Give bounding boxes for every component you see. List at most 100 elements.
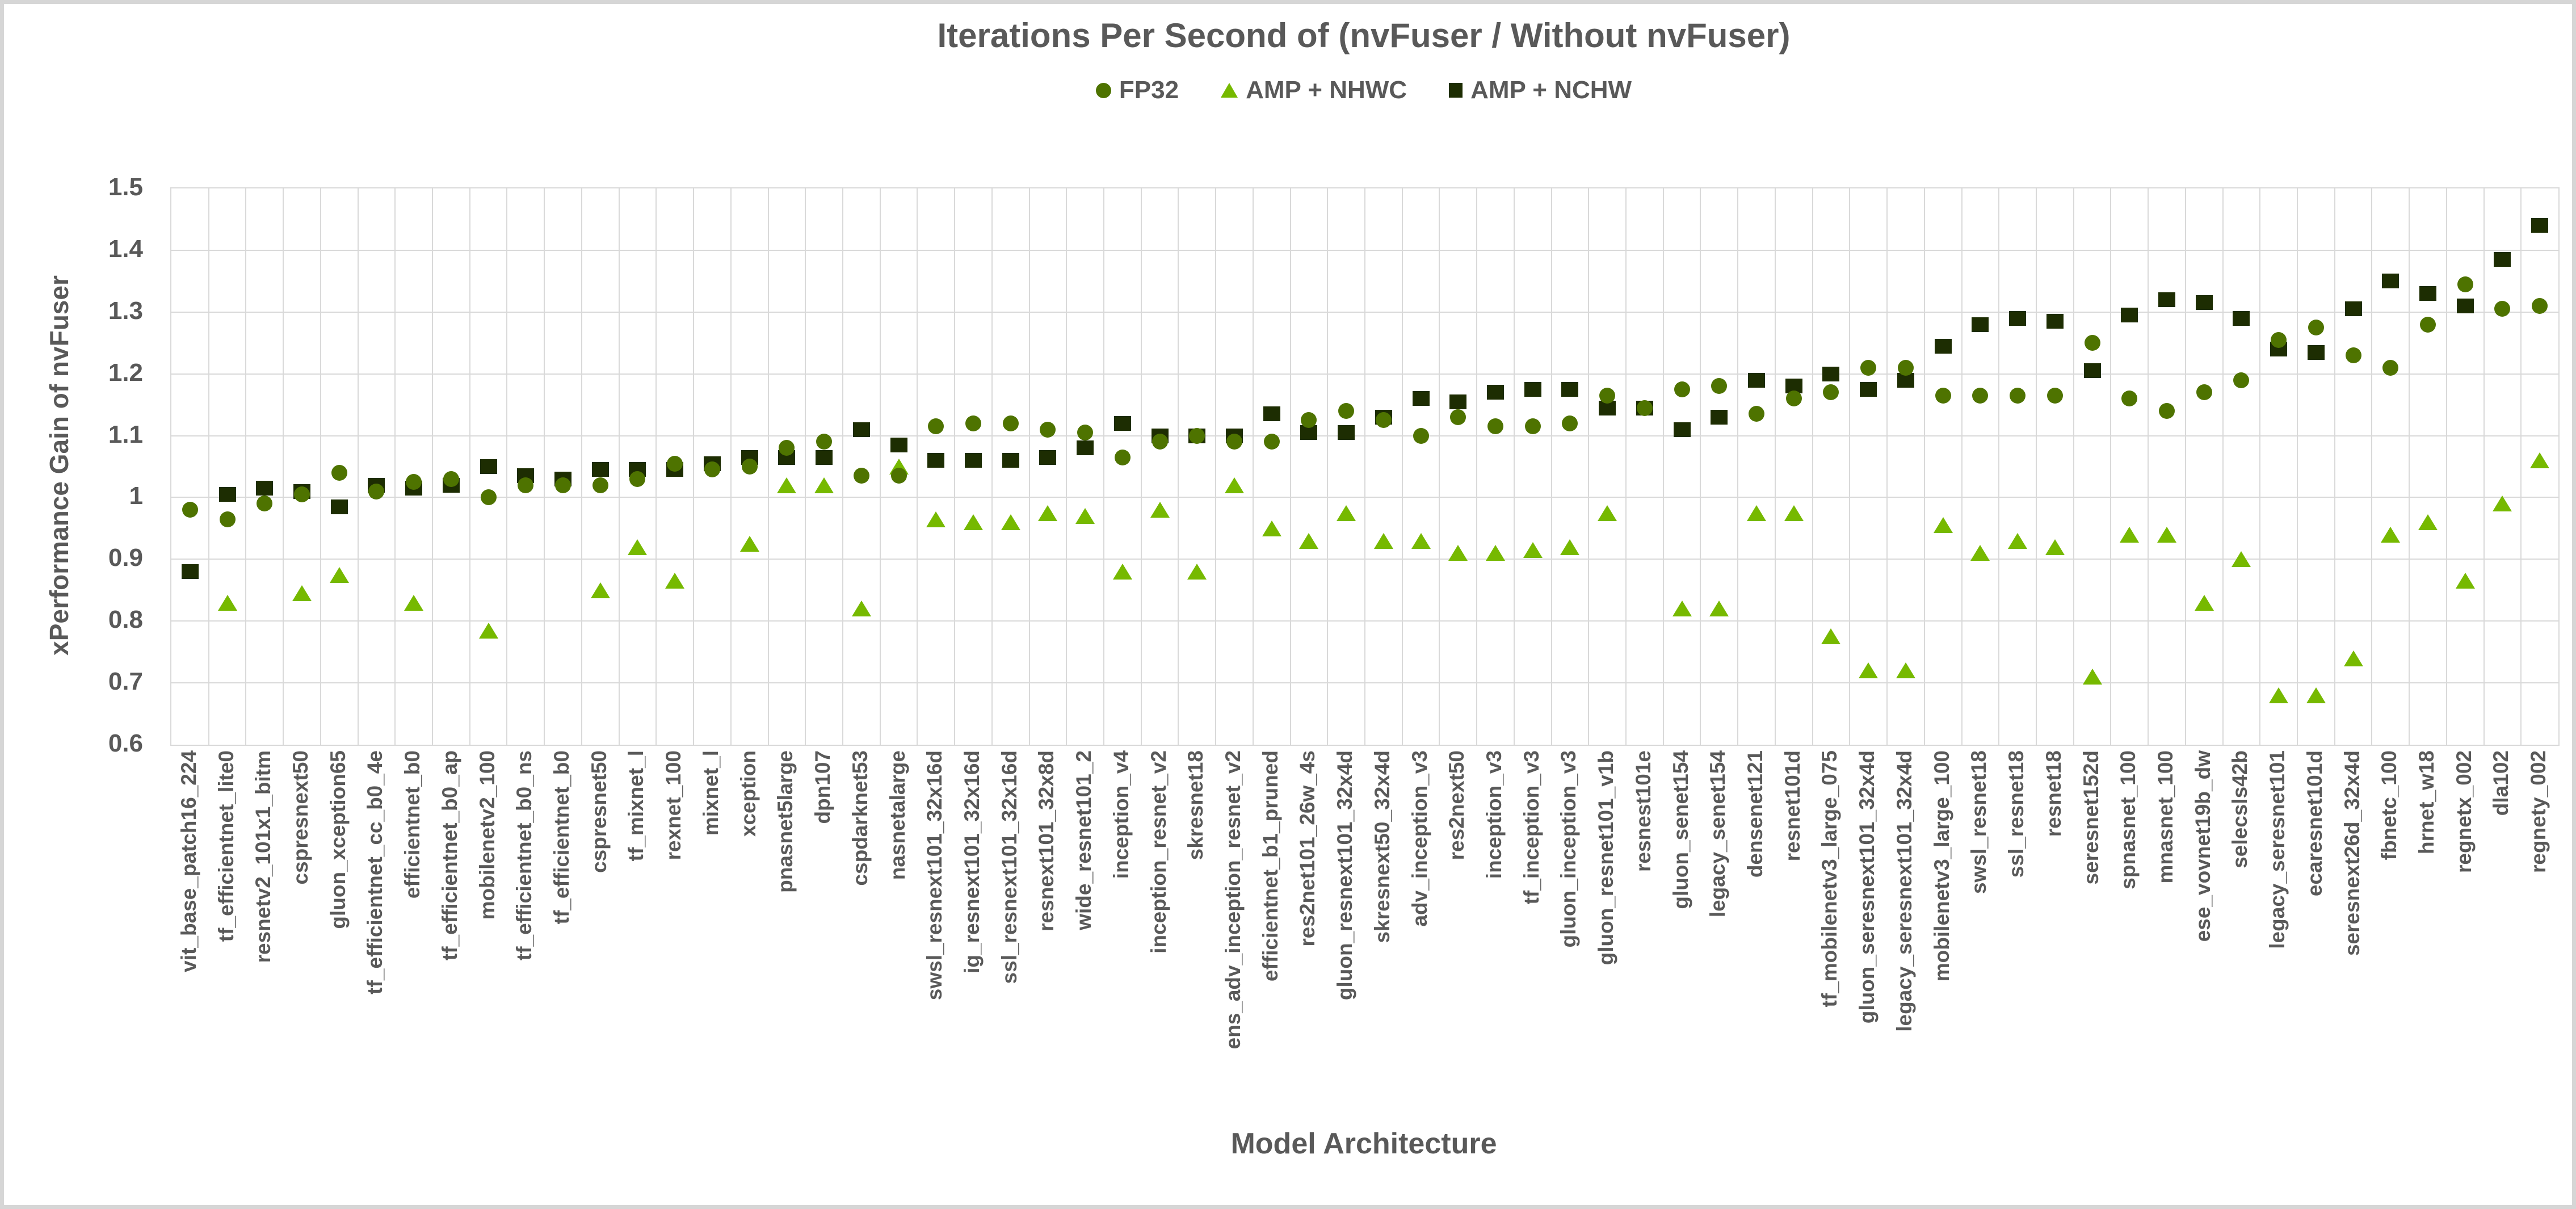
gridline-vertical <box>394 188 396 745</box>
chart-title: Iterations Per Second of (nvFuser / With… <box>937 16 1791 54</box>
legend-label: FP32 <box>1119 76 1179 104</box>
gridline-vertical <box>1886 188 1888 745</box>
data-point-amp-nchw <box>964 453 982 468</box>
plot-area <box>170 187 2560 746</box>
data-point-fp32 <box>518 477 534 493</box>
x-tick-label: skresnext50_32x4d <box>1370 750 1394 943</box>
data-point-fp32 <box>2532 297 2548 314</box>
data-point-amp-nhwc <box>1001 514 1020 530</box>
x-tick-label: tf_efficientnet_lite0 <box>214 750 238 942</box>
gridline-vertical <box>2035 188 2037 745</box>
data-point-amp-nhwc <box>665 573 685 589</box>
x-tick-label: cspresnet50 <box>587 750 611 873</box>
legend-item-amp-nhwc: AMP + NHWC <box>1221 76 1407 104</box>
gridline-vertical <box>357 188 359 745</box>
x-tick-label: mobilenetv2_100 <box>475 750 499 920</box>
data-point-amp-nhwc <box>2418 514 2438 530</box>
data-point-amp-nhwc <box>292 585 312 602</box>
data-point-fp32 <box>331 464 347 481</box>
data-point-amp-nhwc <box>1970 545 1990 561</box>
gridline-vertical <box>2073 188 2074 745</box>
y-tick-label: 1.2 <box>108 358 143 387</box>
x-tick-label: tf_mobilenetv3_large_075 <box>1818 750 1842 1008</box>
gridline-vertical <box>917 188 918 745</box>
data-point-fp32 <box>294 486 310 502</box>
data-point-fp32 <box>1897 359 1914 376</box>
data-point-fp32 <box>741 459 758 475</box>
gridline-vertical <box>1327 188 1329 745</box>
gridline-vertical <box>2334 188 2335 745</box>
legend: FP32 AMP + NHWC AMP + NCHW <box>170 76 2557 104</box>
data-point-amp-nhwc <box>329 566 349 583</box>
x-tick-label: mnasnet_100 <box>2153 750 2177 884</box>
gridline-vertical <box>245 188 247 745</box>
x-tick-label: ens_adv_inception_resnet_v2 <box>1221 750 1245 1050</box>
data-point-amp-nchw <box>256 481 274 496</box>
data-point-amp-nchw <box>2382 274 2399 289</box>
gridline-vertical <box>730 188 732 745</box>
data-point-amp-nchw <box>1748 372 1766 388</box>
gridline-vertical <box>842 188 843 745</box>
data-point-fp32 <box>1711 378 1728 394</box>
data-point-amp-nchw <box>1002 453 1019 468</box>
legend-label: AMP + NHWC <box>1246 76 1407 104</box>
data-point-fp32 <box>1524 418 1541 435</box>
data-point-fp32 <box>965 415 981 431</box>
data-point-amp-nchw <box>2009 310 2027 326</box>
x-tick-label: gluon_senet154 <box>1669 750 1692 909</box>
gridline-vertical <box>1923 188 1925 745</box>
data-point-fp32 <box>2419 316 2436 333</box>
x-tick-label: legacy_senet154 <box>1706 750 1730 918</box>
gridline-vertical <box>2148 188 2149 745</box>
data-point-amp-nchw <box>218 487 236 502</box>
x-tick-label: tf_efficientnet_b0 <box>550 750 574 925</box>
data-point-fp32 <box>480 489 497 506</box>
data-point-amp-nhwc <box>739 536 759 552</box>
data-point-amp-nchw <box>816 450 833 465</box>
legend-item-amp-nchw: AMP + NCHW <box>1449 76 1632 104</box>
gridline-vertical <box>1961 188 1963 745</box>
x-tick-label: gluon_seresnext101_32x4d <box>1855 750 1879 1024</box>
data-point-fp32 <box>1152 434 1168 450</box>
gridline-vertical <box>1849 188 1851 745</box>
gridline-vertical <box>506 188 508 745</box>
y-tick-label: 1.4 <box>108 234 143 263</box>
gridline-vertical <box>879 188 881 745</box>
x-tick-label: seresnext26d_32x4d <box>2340 750 2364 956</box>
data-point-fp32 <box>2457 276 2473 292</box>
x-tick-label: legacy_seresnext101_32x4d <box>1892 750 1916 1032</box>
x-tick-label: cspdarknet53 <box>848 750 872 886</box>
x-tick-label: fbnetc_100 <box>2377 750 2401 860</box>
data-point-amp-nhwc <box>2306 687 2326 703</box>
data-point-fp32 <box>406 474 422 490</box>
data-point-amp-nhwc <box>1150 502 1170 518</box>
data-point-fp32 <box>555 477 571 493</box>
x-tick-label: spnasnet_100 <box>2116 750 2140 889</box>
x-tick-label: mobilenetv3_large_100 <box>1930 750 1953 982</box>
gridline-vertical <box>655 188 657 745</box>
data-point-fp32 <box>1189 427 1205 444</box>
data-point-amp-nchw <box>591 462 609 477</box>
data-point-fp32 <box>1785 391 1802 407</box>
data-point-amp-nhwc <box>1672 601 1692 617</box>
gridline-vertical <box>1289 188 1291 745</box>
data-point-amp-nchw <box>330 499 348 514</box>
gridline-vertical <box>1439 188 1440 745</box>
data-point-amp-nhwc <box>2343 650 2363 666</box>
x-tick-label: nasnetalarge <box>885 750 909 880</box>
data-point-fp32 <box>182 502 198 518</box>
data-point-amp-nhwc <box>1859 662 1879 679</box>
x-tick-label: resnet18 <box>2041 750 2065 837</box>
gridline-vertical <box>767 188 769 745</box>
data-point-fp32 <box>1002 415 1019 431</box>
gridline-vertical <box>208 188 209 745</box>
data-point-fp32 <box>2010 387 2026 404</box>
x-tick-label: gluon_xception65 <box>326 750 350 929</box>
x-tick-label: cspresnext50 <box>289 750 313 885</box>
data-point-amp-nhwc <box>2493 496 2512 512</box>
x-tick-label: resnet101d <box>1780 750 1804 862</box>
x-tick-label: vit_base_patch16_224 <box>177 750 200 972</box>
data-point-amp-nchw <box>1077 440 1094 456</box>
data-point-fp32 <box>1263 434 1280 450</box>
data-point-amp-nhwc <box>1373 532 1393 549</box>
